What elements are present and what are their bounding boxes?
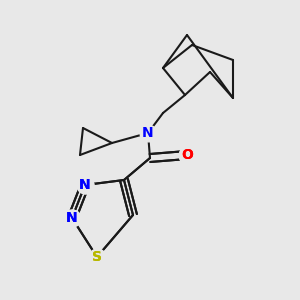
Text: O: O bbox=[181, 148, 193, 162]
Text: S: S bbox=[92, 250, 102, 264]
Text: N: N bbox=[66, 211, 78, 225]
Text: N: N bbox=[66, 211, 78, 225]
Text: O: O bbox=[181, 148, 193, 162]
Text: N: N bbox=[79, 178, 91, 192]
Text: N: N bbox=[79, 178, 91, 192]
Text: S: S bbox=[92, 250, 102, 264]
Text: N: N bbox=[142, 126, 154, 140]
